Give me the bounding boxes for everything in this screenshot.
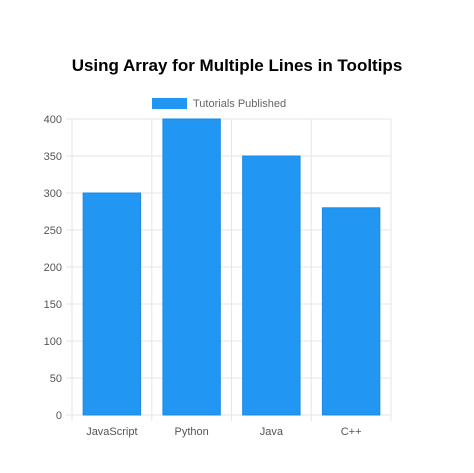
bar-java[interactable] xyxy=(242,155,301,416)
y-tick-label: 400 xyxy=(44,114,62,126)
legend-label: Tutorials Published xyxy=(193,98,286,110)
x-tick-label: Python xyxy=(175,426,209,438)
x-axis: JavaScript Python Java C++ xyxy=(86,426,361,438)
y-axis: 0 50 100 150 200 250 300 350 400 xyxy=(44,114,62,422)
y-tick-label: 350 xyxy=(44,151,62,163)
y-tick-label: 100 xyxy=(44,336,62,348)
y-tick-label: 0 xyxy=(56,410,62,422)
x-tick-label: JavaScript xyxy=(86,426,137,438)
bar-c-[interactable] xyxy=(321,207,381,416)
legend-swatch xyxy=(152,98,187,109)
y-tick-label: 250 xyxy=(44,225,62,237)
bars xyxy=(82,118,381,416)
bar-javascript[interactable] xyxy=(82,192,142,416)
y-tick-label: 200 xyxy=(44,262,62,274)
y-tick-label: 150 xyxy=(44,299,62,311)
legend[interactable]: Tutorials Published xyxy=(152,98,286,110)
chart-title: Using Array for Multiple Lines in Toolti… xyxy=(71,56,403,75)
x-tick-label: Java xyxy=(260,426,284,438)
y-tick-label: 50 xyxy=(50,373,62,385)
x-tick-label: C++ xyxy=(341,426,362,438)
bar-python[interactable] xyxy=(162,118,221,416)
y-tick-label: 300 xyxy=(44,188,62,200)
